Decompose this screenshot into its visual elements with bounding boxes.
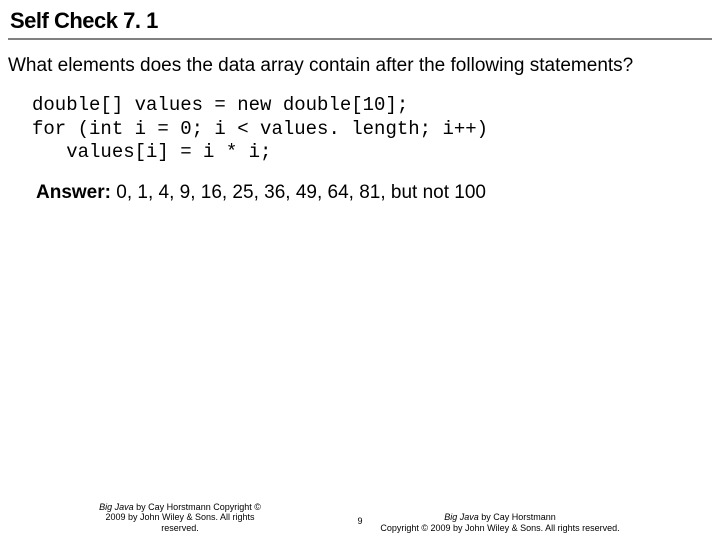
- footer-left-line2: 2009 by John Wiley & Sons. All rights: [105, 512, 254, 522]
- code-line-2: for (int i = 0; i < values. length; i++): [32, 118, 488, 140]
- slide-title: Self Check 7. 1: [0, 0, 720, 38]
- footer-left-line3: reserved.: [161, 523, 199, 533]
- footer-left: Big Java by Cay Horstmann Copyright © 20…: [40, 502, 320, 534]
- footer-right-rest1: by Cay Horstmann: [481, 512, 556, 522]
- answer-block: Answer: 0, 1, 4, 9, 16, 25, 36, 49, 64, …: [0, 171, 720, 212]
- page-number: 9: [357, 516, 362, 526]
- footer-right-italic: Big Java: [444, 512, 481, 522]
- answer-label: Answer:: [36, 182, 111, 203]
- code-line-3: values[i] = i * i;: [32, 141, 271, 163]
- question-text: What elements does the data array contai…: [0, 40, 720, 88]
- footer-right: Big Java by Cay Horstmann Copyright © 20…: [320, 512, 680, 534]
- title-text: Self Check 7. 1: [10, 8, 158, 33]
- footer-right-line2: Copyright © 2009 by John Wiley & Sons. A…: [380, 523, 619, 533]
- question-content: What elements does the data array contai…: [8, 55, 633, 76]
- footer-left-italic: Big Java: [99, 502, 136, 512]
- footer-left-rest1: by Cay Horstmann Copyright ©: [136, 502, 261, 512]
- code-line-1: double[] values = new double[10];: [32, 94, 408, 116]
- answer-text: 0, 1, 4, 9, 16, 25, 36, 49, 64, 81, but …: [111, 182, 486, 203]
- code-block: double[] values = new double[10]; for (i…: [0, 88, 720, 171]
